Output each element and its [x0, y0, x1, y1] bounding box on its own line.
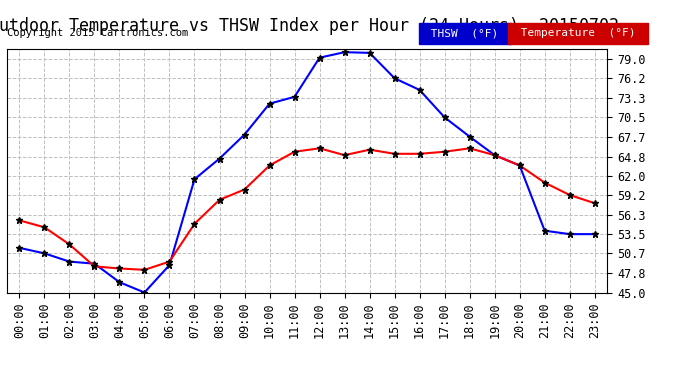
Text: Copyright 2015 Cartronics.com: Copyright 2015 Cartronics.com	[7, 28, 188, 38]
Text: Temperature  (°F): Temperature (°F)	[514, 28, 642, 38]
Text: Outdoor Temperature vs THSW Index per Hour (24 Hours)  20150702: Outdoor Temperature vs THSW Index per Ho…	[0, 17, 619, 35]
Text: THSW  (°F): THSW (°F)	[424, 28, 505, 38]
